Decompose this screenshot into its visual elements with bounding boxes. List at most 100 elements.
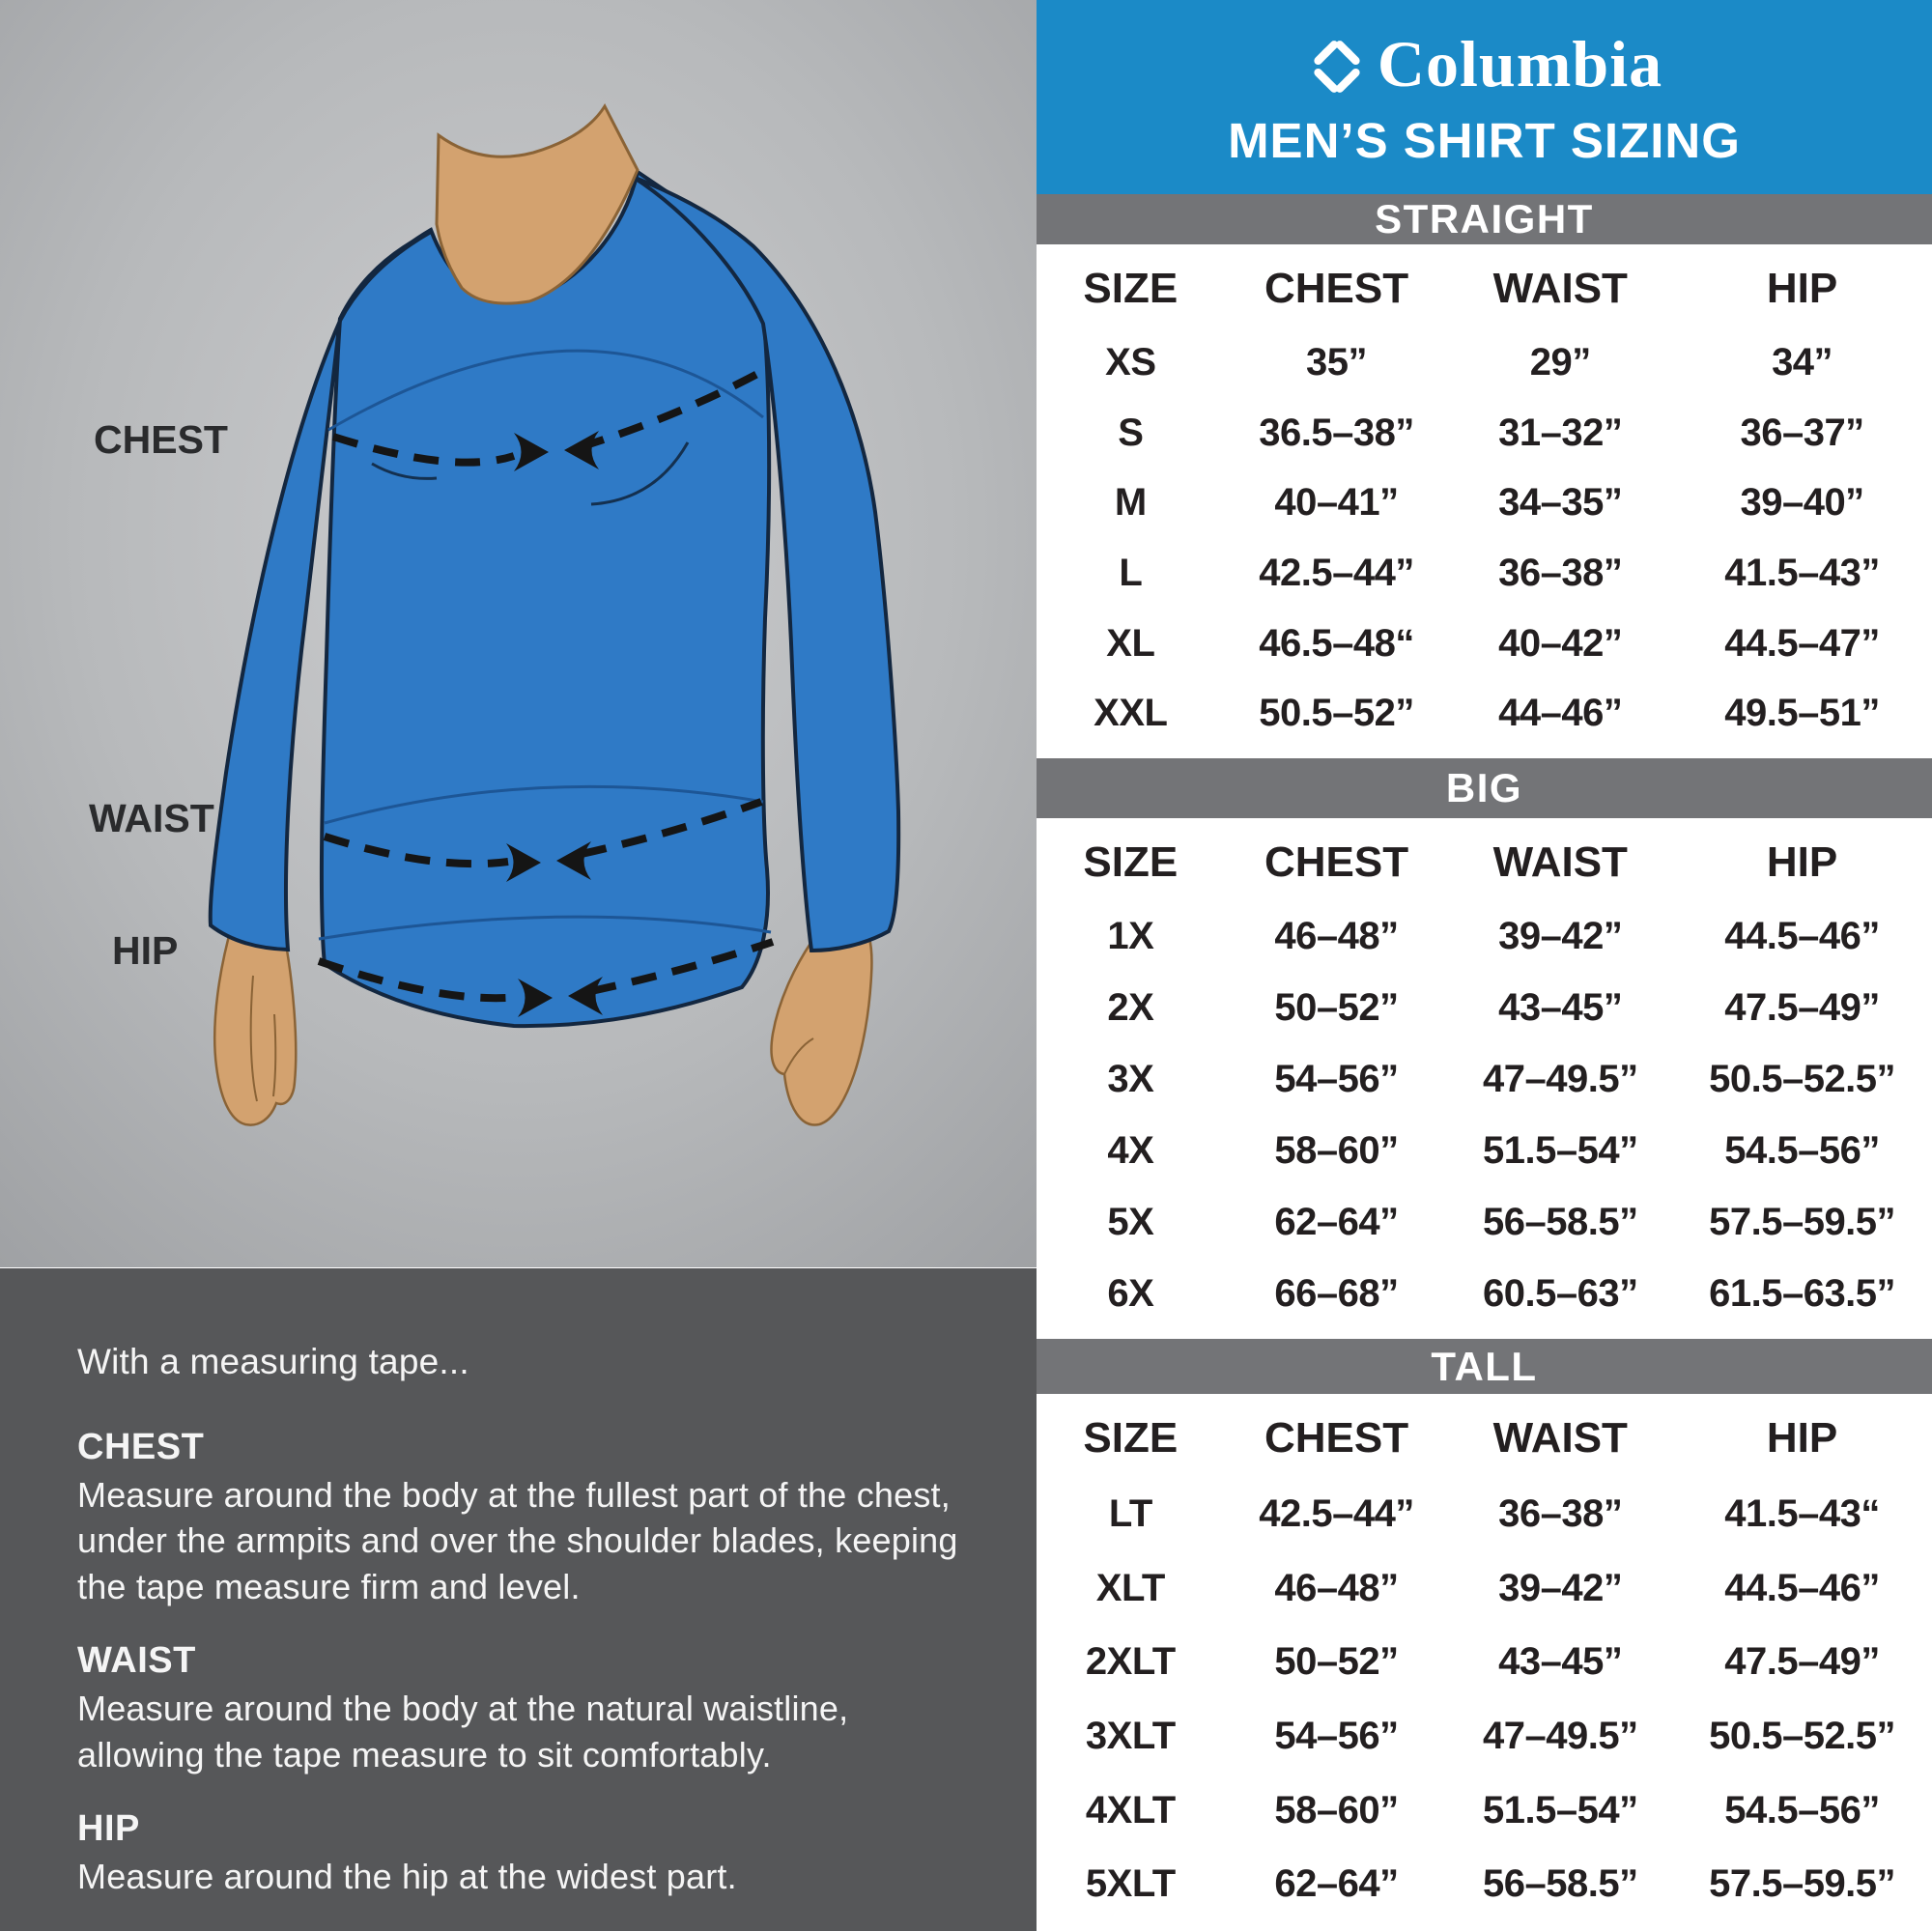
value-cell: 41.5–43“ [1724,1491,1880,1535]
chest-measure-arrows [514,431,599,471]
section-bar-label: TALL [1431,1343,1538,1389]
value-cell: 58–60” [1274,1788,1399,1832]
hip-measure-line [317,938,775,1003]
brand-name: Columbia [1377,27,1663,100]
value-cell: 34” [1772,340,1833,383]
value-cell: 51.5–54” [1482,1788,1638,1832]
value-cell: 39–40” [1740,481,1864,525]
instructions-intro: With a measuring tape... [77,1341,469,1381]
value-cell: 35” [1306,340,1368,383]
size-cell: M [1114,481,1147,525]
column-header: WAIST [1492,265,1628,312]
page-title: MEN’S SHIRT SIZING [1228,113,1741,168]
value-cell: 44.5–46” [1724,915,1880,958]
table-row: 3XLT 54–56” 47–49.5” 50.5–52.5” [1037,1699,1932,1774]
instruction-chest: CHEST Measure around the body at the ful… [77,1427,980,1610]
instruction-heading: WAIST [77,1640,196,1682]
instruction-body: Measure around the body at the natural w… [77,1689,849,1775]
column-header: CHEST [1264,1414,1409,1462]
value-cell: 42.5–44” [1259,1491,1414,1535]
value-cell: 57.5–59.5” [1709,1862,1896,1906]
size-cell: L [1119,551,1143,594]
section-tall: TALL SIZE CHEST WAIST HIP LT 42.5–44” 36–38” 41.… [1037,1339,1932,1931]
value-cell: 51.5–54” [1482,1128,1638,1172]
value-cell: 36–38” [1498,551,1623,594]
table-row: S 36.5–38” 31–32” 36–37” [1037,398,1932,469]
size-cell: 6X [1107,1271,1154,1315]
size-cell: S [1118,411,1144,454]
size-cell: XL [1106,621,1155,665]
instruction-hip: HIP Measure around the hip at the widest… [77,1808,980,1900]
size-cell: 1X [1107,915,1154,958]
value-cell: 50–52” [1274,1640,1399,1684]
value-cell: 50.5–52.5” [1709,1058,1896,1101]
section-bar: TALL [1037,1339,1932,1394]
brand-logo-row: Columbia [1306,31,1662,102]
shirt-sleeves [208,175,901,953]
figure-label-waist: WAIST [89,796,214,840]
size-cell: 5XLT [1085,1862,1176,1906]
instruction-waist: WAIST Measure around the body at the nat… [77,1640,980,1777]
value-cell: 54.5–56” [1724,1128,1880,1172]
male-figure-illustration [0,0,1037,1267]
brand-header: Columbia MEN’S SHIRT SIZING [1037,0,1932,194]
section-straight: STRAIGHT SIZE CHEST WAIST HIP XS 35” 29” 34” S 36.… [1037,194,1932,758]
left-hand [213,923,298,1126]
column-header: SIZE [1083,265,1179,312]
columbia-diamond-icon [1314,41,1360,93]
value-cell: 50–52” [1274,986,1399,1030]
table-row: 5X 62–64” 56–58.5” 57.5–59.5” [1037,1186,1932,1258]
value-cell: 36.5–38” [1259,411,1414,454]
instruction-heading: HIP [77,1808,140,1850]
value-cell: 54.5–56” [1724,1788,1880,1832]
measurement-ellipse-arcs [318,349,772,941]
value-cell: 44–46” [1498,692,1623,735]
value-cell: 43–45” [1498,1640,1623,1684]
table-row: 4X 58–60” 51.5–54” 54.5–56” [1037,1115,1932,1186]
value-cell: 39–42” [1498,1566,1623,1609]
section-bar-label: BIG [1445,765,1523,810]
table-row: LT 42.5–44” 36–38” 41.5–43“ [1037,1477,1932,1551]
instruction-heading: CHEST [77,1426,205,1467]
column-header: HIP [1766,265,1838,312]
value-cell: 61.5–63.5” [1709,1271,1896,1315]
value-cell: 58–60” [1274,1128,1399,1172]
column-header: WAIST [1492,838,1628,886]
column-header: SIZE [1083,838,1179,886]
table-row: XXL 50.5–52” 44–46” 49.5–51” [1037,678,1932,749]
left-panel: CHEST WAIST HIP With a measuring tape...… [0,0,1037,1931]
table-row: 5XLT 62–64” 56–58.5” 57.5–59.5” [1037,1847,1932,1921]
value-cell: 36–38” [1498,1491,1623,1535]
value-cell: 54–56” [1274,1058,1399,1101]
value-cell: 54–56” [1274,1714,1399,1757]
figure-label-hip: HIP [112,928,179,973]
value-cell: 44.5–46” [1724,1566,1880,1609]
size-table: SIZE CHEST WAIST HIP XS 35” 29” 34” S 36.5–38” 31–… [1037,244,1932,758]
measurement-illustration: CHEST WAIST HIP [0,0,1037,1267]
section-bar: STRAIGHT [1037,194,1932,244]
value-cell: 56–58.5” [1482,1200,1638,1243]
shirt-torso [319,168,772,1029]
size-cell: 2X [1107,986,1154,1030]
table-row: L 42.5–44” 36–38” 41.5–43” [1037,538,1932,609]
size-cell: 5X [1107,1200,1154,1243]
value-cell: 50.5–52.5” [1709,1714,1896,1757]
value-cell: 43–45” [1498,986,1623,1030]
value-cell: 39–42” [1498,915,1623,958]
neck [435,102,639,305]
table-row: 6X 66–68” 60.5–63” 61.5–63.5” [1037,1258,1932,1329]
value-cell: 50.5–52” [1259,692,1414,735]
value-cell: 41.5–43” [1724,551,1880,594]
value-cell: 47.5–49” [1724,986,1880,1030]
column-header: CHEST [1264,838,1409,886]
instruction-body: Measure around the hip at the widest par… [77,1857,737,1897]
value-cell: 49.5–51” [1724,692,1880,735]
table-row: XL 46.5–48“ 40–42” 44.5–47” [1037,609,1932,679]
value-cell: 40–42” [1498,621,1623,665]
value-cell: 47.5–49” [1724,1640,1880,1684]
panel-divider [0,1267,1037,1268]
chest-measure-line [331,368,763,467]
instruction-body: Measure around the body at the fullest p… [77,1474,958,1606]
table-row: 2XLT 50–52” 43–45” 47.5–49” [1037,1625,1932,1699]
